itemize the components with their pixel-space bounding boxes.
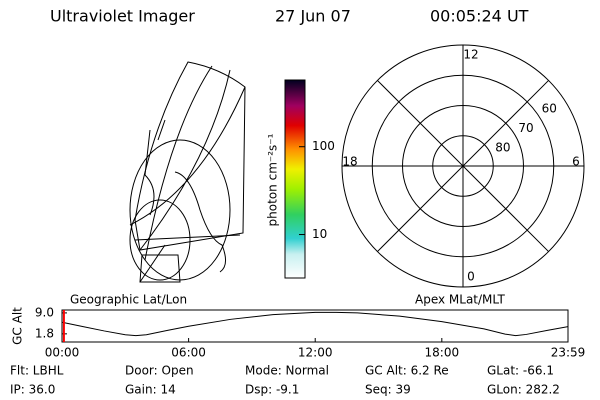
x-tick-label: 12:00 — [298, 346, 333, 360]
y-tick-label: 9.0 — [35, 305, 54, 319]
x-tick-label: 06:00 — [171, 346, 206, 360]
x-tick-label: 23:59 — [551, 346, 586, 360]
colorbar-label: photon cm⁻²s⁻¹ — [266, 133, 280, 226]
footer-field: Gain: 14 — [125, 383, 176, 397]
polar-hour-label: 0 — [467, 270, 475, 284]
colorbar-tick-label: 10 — [312, 227, 327, 241]
footer-field: Door: Open — [125, 364, 194, 378]
map-label: Geographic Lat/Lon — [70, 293, 187, 307]
footer-field: Dsp: -9.1 — [245, 383, 299, 397]
x-tick-label: 00:00 — [45, 346, 80, 360]
map — [129, 61, 246, 283]
polar-ring-label: 70 — [518, 121, 533, 135]
y-tick-label: 1.8 — [35, 326, 54, 340]
footer-field: GC Alt: 6.2 Re — [365, 364, 449, 378]
footer-field: Mode: Normal — [245, 364, 329, 378]
footer-field: GLon: 282.2 — [487, 383, 560, 397]
polar-ring-label: 60 — [542, 102, 557, 116]
alt-line — [61, 311, 569, 337]
alt-frame — [61, 309, 569, 343]
x-tick-label: 18:00 — [425, 346, 460, 360]
footer-field: Flt: LBHL — [10, 364, 64, 378]
time: 00:05:24 UT — [430, 7, 529, 26]
footer-field: Seq: 39 — [365, 383, 411, 397]
polar-hour-label: 6 — [572, 155, 580, 169]
polar-label: Apex MLat/MLT — [415, 293, 505, 307]
polar-ring-label: 80 — [495, 140, 510, 154]
footer-field: GLat: -66.1 — [487, 364, 554, 378]
date: 27 Jun 07 — [275, 7, 351, 26]
polar-hour-label: 12 — [463, 48, 478, 62]
colorbar — [284, 79, 306, 279]
y-label: GC Alt — [11, 307, 25, 345]
polar-hour-label: 18 — [342, 155, 357, 169]
colorbar-tick-label: 100 — [312, 139, 335, 153]
footer-field: IP: 36.0 — [10, 383, 55, 397]
title: Ultraviolet Imager — [50, 7, 195, 26]
